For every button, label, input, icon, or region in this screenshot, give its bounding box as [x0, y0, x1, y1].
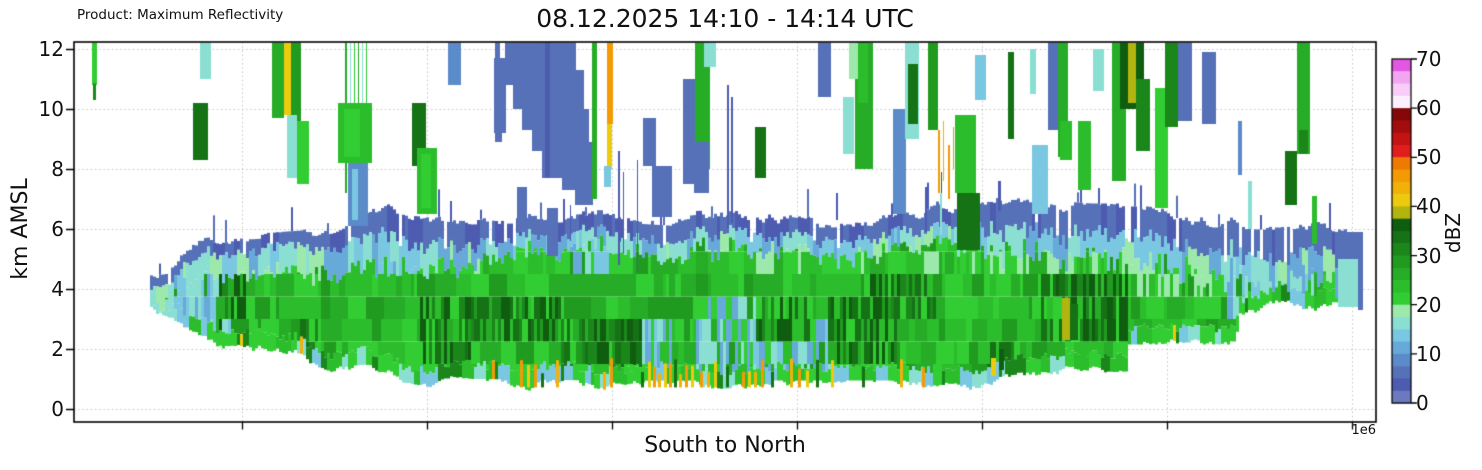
y-tick-label: 0: [51, 397, 64, 421]
colorbar-tick-label: 40: [1416, 194, 1442, 218]
colorbar-tick-label: 70: [1416, 47, 1442, 71]
y-tick-label: 4: [51, 277, 64, 301]
y-tick-label: 8: [51, 157, 64, 181]
colorbar-tick-label: 0: [1416, 391, 1429, 415]
y-tick-label: 6: [51, 217, 64, 241]
figure-title: 08.12.2025 14:10 - 14:14 UTC: [536, 4, 914, 33]
y-tick-label: 2: [51, 337, 64, 361]
product-label: Product: Maximum Reflectivity: [77, 7, 284, 23]
y-tick-label: 10: [38, 97, 64, 121]
colorbar-tick-label: 60: [1416, 96, 1442, 120]
x-axis-label: South to North: [644, 433, 806, 458]
colorbar-tick-label: 30: [1416, 244, 1442, 268]
colorbar-label: dBZ: [1441, 212, 1465, 254]
colorbar-tick-label: 20: [1416, 293, 1442, 317]
x-axis-offset-label: 1e6: [1351, 423, 1376, 438]
colorbar-tick-label: 50: [1416, 145, 1442, 169]
y-tick-label: 12: [38, 37, 64, 61]
colorbar-tick-label: 10: [1416, 342, 1442, 366]
